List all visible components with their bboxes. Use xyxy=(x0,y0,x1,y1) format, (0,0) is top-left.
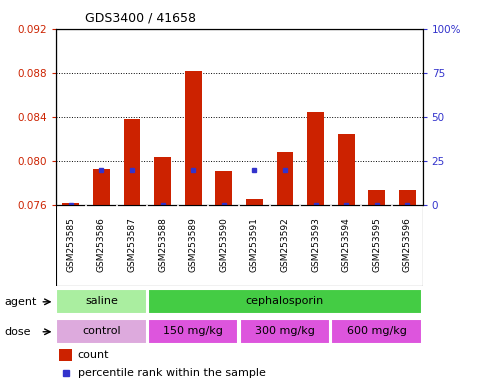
Bar xyxy=(56,319,147,344)
Text: GSM253589: GSM253589 xyxy=(189,217,198,272)
Text: 150 mg/kg: 150 mg/kg xyxy=(163,326,223,336)
Text: count: count xyxy=(78,350,109,360)
Text: GSM253594: GSM253594 xyxy=(341,217,351,272)
Text: GSM253592: GSM253592 xyxy=(281,217,289,272)
Text: GSM253586: GSM253586 xyxy=(97,217,106,272)
Text: control: control xyxy=(82,326,121,336)
Text: GSM253588: GSM253588 xyxy=(158,217,167,272)
Bar xyxy=(399,190,416,205)
Text: GSM253596: GSM253596 xyxy=(403,217,412,272)
Bar xyxy=(93,169,110,205)
Bar xyxy=(185,71,201,205)
Text: percentile rank within the sample: percentile rank within the sample xyxy=(78,367,266,377)
Text: cephalosporin: cephalosporin xyxy=(246,296,324,306)
Bar xyxy=(277,152,293,205)
Bar xyxy=(307,112,324,205)
Bar xyxy=(215,171,232,205)
Bar xyxy=(246,199,263,205)
Bar xyxy=(331,319,422,344)
Text: GSM253587: GSM253587 xyxy=(128,217,137,272)
Bar xyxy=(369,190,385,205)
Text: GSM253595: GSM253595 xyxy=(372,217,381,272)
Bar xyxy=(338,134,355,205)
Bar xyxy=(124,119,141,205)
Text: GSM253590: GSM253590 xyxy=(219,217,228,272)
Text: GDS3400 / 41658: GDS3400 / 41658 xyxy=(85,12,196,25)
Text: dose: dose xyxy=(5,327,31,337)
Bar xyxy=(148,290,422,314)
Bar xyxy=(59,349,72,361)
Bar xyxy=(154,157,171,205)
Text: saline: saline xyxy=(85,296,118,306)
Bar xyxy=(62,203,79,205)
Text: 300 mg/kg: 300 mg/kg xyxy=(255,326,315,336)
Text: agent: agent xyxy=(5,297,37,307)
Bar xyxy=(56,290,147,314)
Text: 600 mg/kg: 600 mg/kg xyxy=(347,326,407,336)
Text: GSM253585: GSM253585 xyxy=(66,217,75,272)
Bar xyxy=(240,319,330,344)
Text: GSM253591: GSM253591 xyxy=(250,217,259,272)
Text: GSM253593: GSM253593 xyxy=(311,217,320,272)
Bar xyxy=(148,319,239,344)
